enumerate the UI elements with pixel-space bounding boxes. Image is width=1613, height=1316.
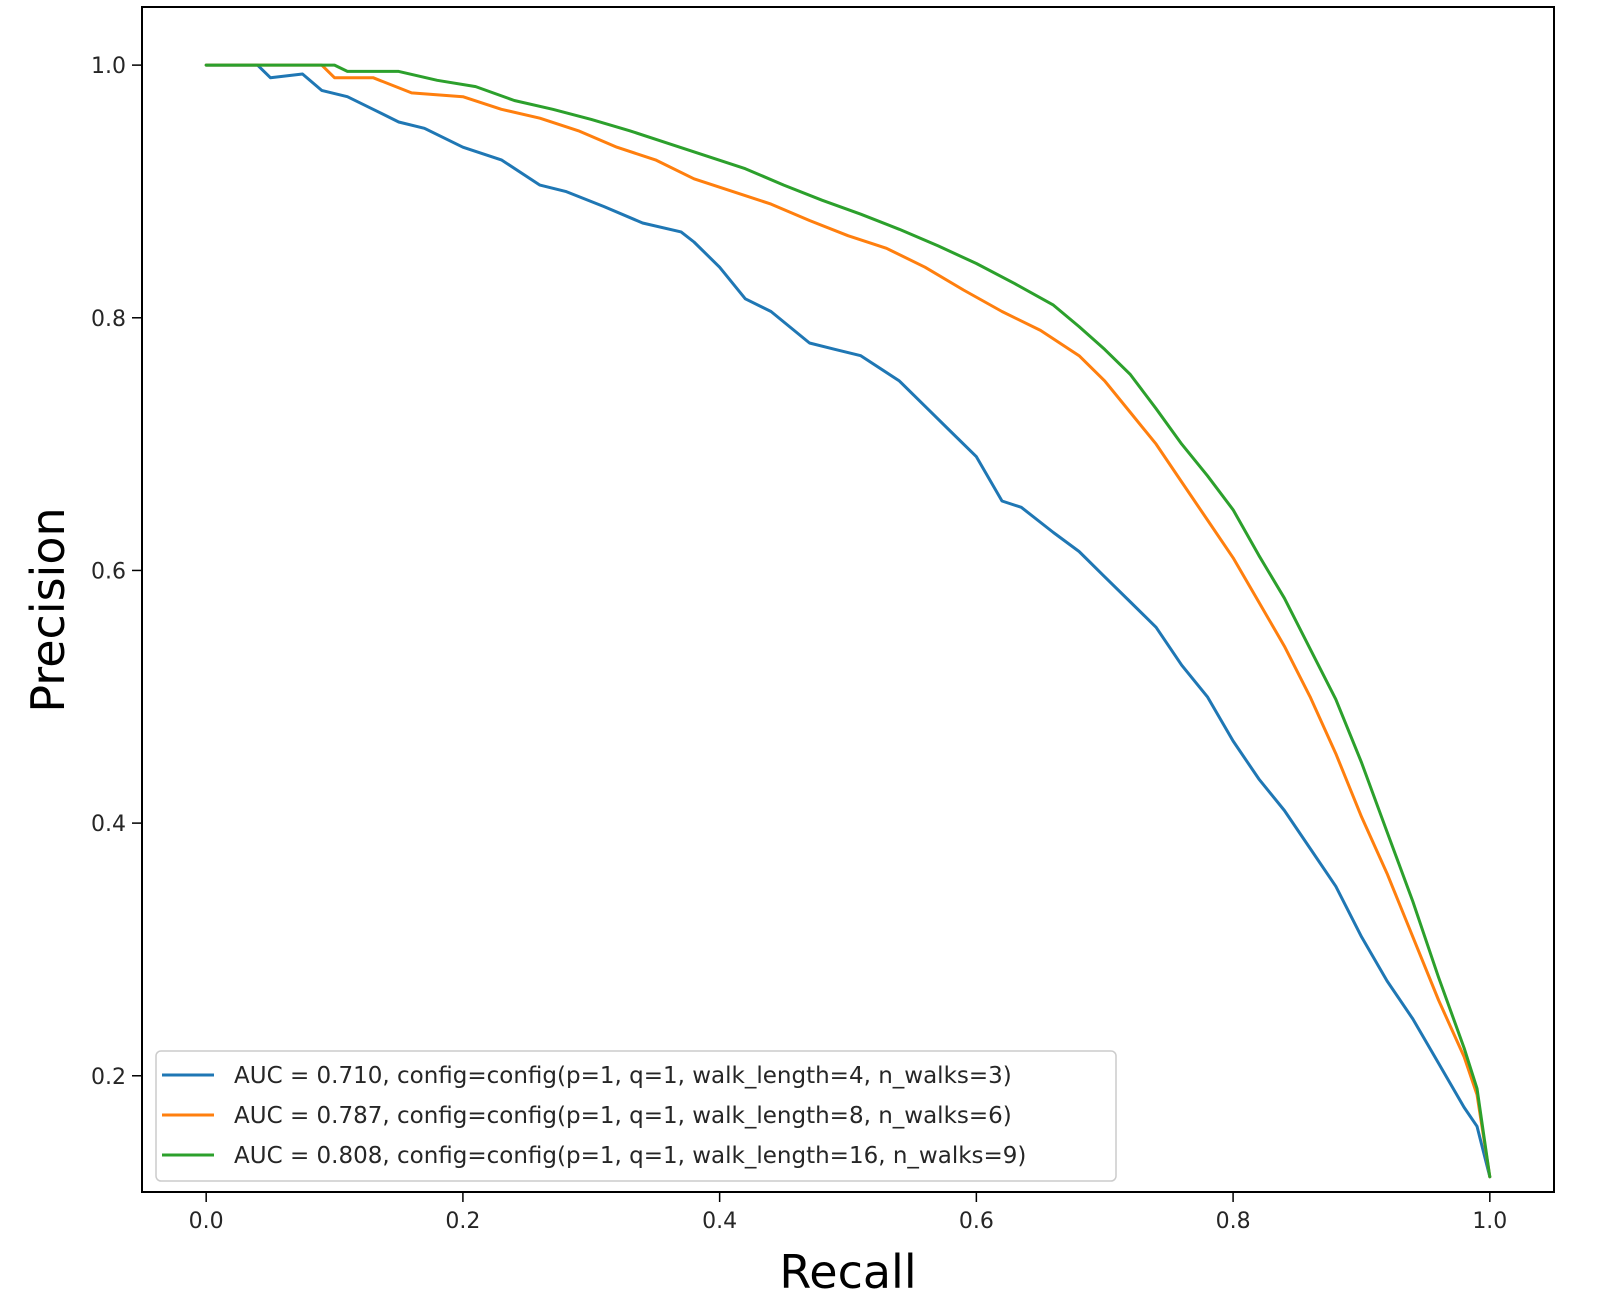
y-tick-label: 1.0 xyxy=(91,54,126,79)
y-tick-label: 0.2 xyxy=(91,1065,126,1090)
y-axis: 0.2 0.4 0.6 0.8 1.0 xyxy=(91,54,142,1090)
series-line-1 xyxy=(204,63,1492,1179)
series-line-2 xyxy=(204,63,1492,1179)
x-tick-label: 0.4 xyxy=(702,1209,737,1234)
x-axis: 0.0 0.2 0.4 0.6 0.8 1.0 xyxy=(189,1192,1507,1234)
y-tick-label: 0.8 xyxy=(91,307,126,332)
legend: AUC = 0.710, config=config(p=1, q=1, wal… xyxy=(155,1050,1117,1182)
axes-frame xyxy=(141,6,1555,1193)
legend-label-2: AUC = 0.787, config=config(p=1, q=1, wal… xyxy=(234,1103,1012,1129)
legend-label-1: AUC = 0.710, config=config(p=1, q=1, wal… xyxy=(234,1063,1012,1089)
x-axis-label: Recall xyxy=(779,1245,916,1299)
y-tick-label: 0.6 xyxy=(91,559,126,584)
legend-label-3: AUC = 0.808, config=config(p=1, q=1, wal… xyxy=(234,1143,1026,1169)
y-tick-label: 0.4 xyxy=(91,812,126,837)
legend-frame xyxy=(155,1050,1117,1182)
series-line-3 xyxy=(204,63,1492,1179)
x-tick-label: 0.8 xyxy=(1216,1209,1251,1234)
series-layer xyxy=(204,63,1492,1179)
x-tick-label: 0.0 xyxy=(189,1209,224,1234)
x-tick-label: 1.0 xyxy=(1472,1209,1507,1234)
x-tick-label: 0.2 xyxy=(445,1209,480,1234)
plot-area xyxy=(141,6,1555,1193)
x-tick-label: 0.6 xyxy=(959,1209,994,1234)
y-axis-label: Precision xyxy=(21,507,75,712)
